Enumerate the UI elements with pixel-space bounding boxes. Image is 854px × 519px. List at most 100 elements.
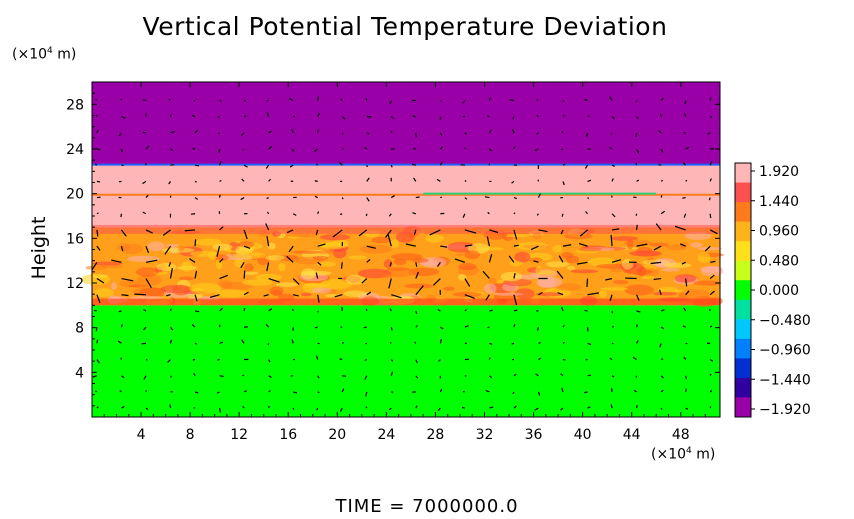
vector-arrow <box>655 223 662 231</box>
vector-arrow <box>219 258 224 263</box>
vector-arrow <box>266 262 270 272</box>
vector-arrow <box>437 309 441 312</box>
vector-arrow <box>268 390 271 393</box>
vector-arrow <box>243 245 251 250</box>
heat-patch <box>612 279 629 285</box>
vector-arrow <box>579 229 588 237</box>
vector-arrow <box>513 405 517 409</box>
vector-arrow <box>489 406 494 409</box>
heat-patch <box>137 274 162 286</box>
vector-arrow <box>342 375 347 377</box>
vector-arrow <box>121 294 129 297</box>
vector-arrow <box>170 130 175 134</box>
vector-arrow <box>142 99 147 102</box>
vector-arrow <box>560 373 564 377</box>
vector-arrow <box>120 213 123 218</box>
vector-arrow <box>610 388 613 392</box>
vector-arrow <box>389 341 392 344</box>
heat-patch <box>665 244 687 251</box>
colorbar-segment <box>735 260 751 281</box>
heat-patch <box>242 271 259 275</box>
heat-patch <box>93 288 114 298</box>
vector-arrow <box>489 229 499 234</box>
vector-arrow <box>707 132 711 135</box>
vector-arrow <box>660 407 663 410</box>
vector-arrow <box>562 181 565 186</box>
vector-arrow <box>268 375 272 379</box>
vector-arrow <box>440 245 448 248</box>
vector-arrow <box>242 148 245 151</box>
vector-arrow <box>530 245 539 251</box>
vector-arrow <box>513 309 518 312</box>
upper-red-edge <box>92 224 720 234</box>
vector-arrow <box>660 326 665 330</box>
vector-arrow <box>439 146 443 150</box>
vector-arrow <box>488 254 493 263</box>
vector-arrow <box>709 358 714 362</box>
vector-arrow <box>611 259 622 263</box>
y-tick-label: 12 <box>66 276 84 292</box>
vector-arrow <box>243 229 248 240</box>
vector-arrow <box>487 115 490 118</box>
colorbar-label: 1.920 <box>759 164 799 180</box>
vector-arrow <box>562 324 565 328</box>
x-tick-label: 16 <box>279 427 297 443</box>
vector-arrow <box>366 197 370 202</box>
vector-arrow <box>709 178 712 182</box>
vector-arrow <box>189 258 196 263</box>
vector-arrow <box>489 148 493 152</box>
vector-arrow <box>96 245 101 251</box>
vector-arrow <box>145 278 152 289</box>
vector-arrow <box>145 194 149 198</box>
vector-arrow <box>709 161 713 166</box>
vector-arrow <box>511 180 515 184</box>
vector-arrow <box>709 406 712 409</box>
vector-arrow <box>243 291 249 296</box>
heat-patch <box>514 241 549 251</box>
heat-patch <box>139 287 167 298</box>
vector-arrow <box>439 338 443 344</box>
heat-patch <box>678 289 710 300</box>
vector-arrow <box>405 243 416 247</box>
vector-arrow <box>169 375 172 378</box>
vector-arrow <box>685 388 687 392</box>
vector-arrow <box>513 197 517 200</box>
heat-patch <box>241 279 274 286</box>
colorbar-label: −1.920 <box>759 402 811 418</box>
colorbar-segment <box>735 338 751 359</box>
vector-arrow <box>487 211 490 215</box>
vector-arrow <box>142 180 147 185</box>
vector-arrow <box>219 179 222 182</box>
vector-arrow <box>609 357 613 361</box>
vector-arrow <box>536 114 539 118</box>
heat-patch <box>371 236 392 244</box>
vector-arrow <box>413 177 417 182</box>
heat-patch <box>443 286 455 291</box>
vector-arrow <box>587 406 591 409</box>
vector-arrow <box>388 407 392 411</box>
x-tick-label: 12 <box>230 427 248 443</box>
vector-arrow <box>341 341 345 344</box>
vector-arrow <box>439 161 443 166</box>
vector-arrow <box>170 326 174 331</box>
heatmap-band-3 <box>92 82 720 165</box>
heat-patch <box>291 250 322 254</box>
vector-arrow <box>194 164 200 167</box>
vector-arrow <box>219 307 224 312</box>
vector-arrow <box>317 310 319 313</box>
vector-arrow <box>585 211 588 215</box>
vector-arrow <box>314 148 319 152</box>
vector-arrow <box>485 294 490 301</box>
vector-arrow <box>169 268 173 279</box>
x-tick-label: 32 <box>476 427 494 443</box>
x-tick-label: 44 <box>623 427 641 443</box>
vector-arrow <box>268 308 273 312</box>
vector-arrow <box>610 404 613 409</box>
vector-arrow <box>385 229 392 238</box>
wind-vectors <box>91 96 718 413</box>
vector-arrow <box>660 148 664 153</box>
vector-arrow <box>390 359 394 362</box>
vector-arrow <box>286 229 294 234</box>
vector-arrow <box>682 162 687 166</box>
vector-arrow <box>485 389 490 393</box>
